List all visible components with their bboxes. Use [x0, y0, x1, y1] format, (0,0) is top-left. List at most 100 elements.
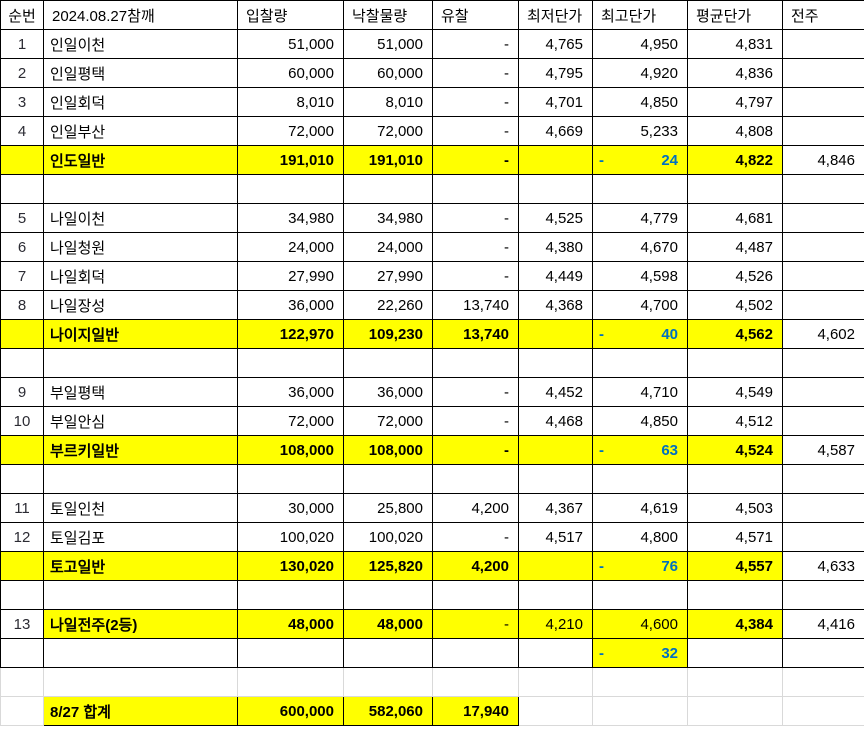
cell-fail[interactable] [432, 638, 519, 668]
cell-name[interactable]: 토고일반 [43, 551, 238, 581]
cell-min[interactable]: 4,669 [518, 116, 593, 146]
cell-prev[interactable] [782, 58, 864, 88]
cell-prev[interactable] [782, 696, 864, 726]
cell-no[interactable] [0, 667, 44, 697]
cell-max[interactable] [592, 464, 688, 494]
cell-max[interactable]: 4,850 [592, 87, 688, 117]
cell-max[interactable] [592, 348, 688, 378]
cell-avg[interactable]: 4,808 [687, 116, 783, 146]
cell-bid[interactable]: 24,000 [237, 232, 344, 262]
cell-no[interactable]: 9 [0, 377, 44, 407]
cell-max[interactable]: 4,619 [592, 493, 688, 523]
cell-prev[interactable]: 4,587 [782, 435, 864, 465]
cell-won[interactable]: 72,000 [343, 406, 433, 436]
cell-fail[interactable]: 4,200 [432, 551, 519, 581]
cell-avg[interactable]: 4,562 [687, 319, 783, 349]
cell-no[interactable] [0, 551, 44, 581]
cell-name[interactable] [43, 638, 238, 668]
cell-min[interactable]: 4,701 [518, 87, 593, 117]
cell-fail[interactable] [432, 464, 519, 494]
cell-bid[interactable]: 27,990 [237, 261, 344, 291]
cell-avg[interactable]: 4,524 [687, 435, 783, 465]
cell-no[interactable]: 11 [0, 493, 44, 523]
cell-prev[interactable] [782, 261, 864, 291]
cell-name[interactable]: 나일회덕 [43, 261, 238, 291]
header-no[interactable]: 순번 [0, 0, 44, 30]
cell-avg[interactable] [687, 667, 783, 697]
cell-min[interactable]: 4,368 [518, 290, 593, 320]
cell-won[interactable]: 48,000 [343, 609, 433, 639]
cell-won[interactable]: 72,000 [343, 116, 433, 146]
cell-name[interactable]: 토일인천 [43, 493, 238, 523]
cell-min[interactable]: 4,210 [518, 609, 593, 639]
cell-avg[interactable]: 4,797 [687, 87, 783, 117]
cell-no[interactable]: 2 [0, 58, 44, 88]
cell-bid[interactable]: 130,020 [237, 551, 344, 581]
cell-bid[interactable]: 48,000 [237, 609, 344, 639]
cell-bid[interactable]: 108,000 [237, 435, 344, 465]
cell-fail[interactable]: - [432, 145, 519, 175]
cell-min[interactable]: 4,525 [518, 203, 593, 233]
cell-max[interactable]: 5,233 [592, 116, 688, 146]
cell-max[interactable]: - 76 [592, 551, 688, 581]
cell-no[interactable]: 8 [0, 290, 44, 320]
cell-max[interactable]: 4,600 [592, 609, 688, 639]
cell-won[interactable]: 191,010 [343, 145, 433, 175]
cell-max[interactable] [592, 174, 688, 204]
cell-prev[interactable]: 4,416 [782, 609, 864, 639]
cell-no[interactable]: 10 [0, 406, 44, 436]
cell-max[interactable]: - 63 [592, 435, 688, 465]
cell-no[interactable] [0, 435, 44, 465]
cell-name[interactable]: 부일평택 [43, 377, 238, 407]
cell-name[interactable] [43, 667, 238, 697]
cell-bid[interactable]: 600,000 [237, 696, 344, 726]
cell-no[interactable] [0, 580, 44, 610]
cell-avg[interactable]: 4,557 [687, 551, 783, 581]
cell-no[interactable]: 7 [0, 261, 44, 291]
cell-max[interactable] [592, 667, 688, 697]
cell-name[interactable]: 나일장성 [43, 290, 238, 320]
cell-max[interactable]: 4,800 [592, 522, 688, 552]
cell-avg[interactable] [687, 464, 783, 494]
cell-bid[interactable] [237, 174, 344, 204]
cell-min[interactable] [518, 551, 593, 581]
cell-name[interactable]: 인일회덕 [43, 87, 238, 117]
cell-prev[interactable] [782, 667, 864, 697]
cell-no[interactable]: 3 [0, 87, 44, 117]
cell-fail[interactable]: 13,740 [432, 319, 519, 349]
cell-prev[interactable] [782, 116, 864, 146]
cell-won[interactable]: 24,000 [343, 232, 433, 262]
cell-avg[interactable]: 4,502 [687, 290, 783, 320]
cell-min[interactable]: 4,468 [518, 406, 593, 436]
cell-fail[interactable]: 17,940 [432, 696, 519, 726]
cell-prev[interactable] [782, 87, 864, 117]
cell-name[interactable]: 부일안심 [43, 406, 238, 436]
cell-avg[interactable] [687, 638, 783, 668]
cell-min[interactable]: 4,380 [518, 232, 593, 262]
cell-prev[interactable] [782, 29, 864, 59]
cell-name[interactable] [43, 174, 238, 204]
cell-no[interactable]: 13 [0, 609, 44, 639]
cell-min[interactable]: 4,765 [518, 29, 593, 59]
cell-bid[interactable]: 51,000 [237, 29, 344, 59]
cell-prev[interactable] [782, 464, 864, 494]
cell-won[interactable]: 22,260 [343, 290, 433, 320]
cell-name[interactable]: 나일전주(2등) [43, 609, 238, 639]
cell-prev[interactable] [782, 232, 864, 262]
cell-bid[interactable]: 34,980 [237, 203, 344, 233]
cell-avg[interactable]: 4,571 [687, 522, 783, 552]
cell-fail[interactable]: - [432, 406, 519, 436]
cell-max[interactable]: 4,950 [592, 29, 688, 59]
cell-min[interactable]: 4,452 [518, 377, 593, 407]
cell-avg[interactable]: 4,526 [687, 261, 783, 291]
cell-won[interactable] [343, 638, 433, 668]
cell-no[interactable]: 1 [0, 29, 44, 59]
cell-max[interactable]: - 40 [592, 319, 688, 349]
cell-won[interactable]: 125,820 [343, 551, 433, 581]
cell-name[interactable]: 인일이천 [43, 29, 238, 59]
cell-max[interactable]: - 32 [592, 638, 688, 668]
cell-avg[interactable]: 4,503 [687, 493, 783, 523]
cell-bid[interactable] [237, 580, 344, 610]
cell-fail[interactable] [432, 667, 519, 697]
cell-prev[interactable] [782, 522, 864, 552]
